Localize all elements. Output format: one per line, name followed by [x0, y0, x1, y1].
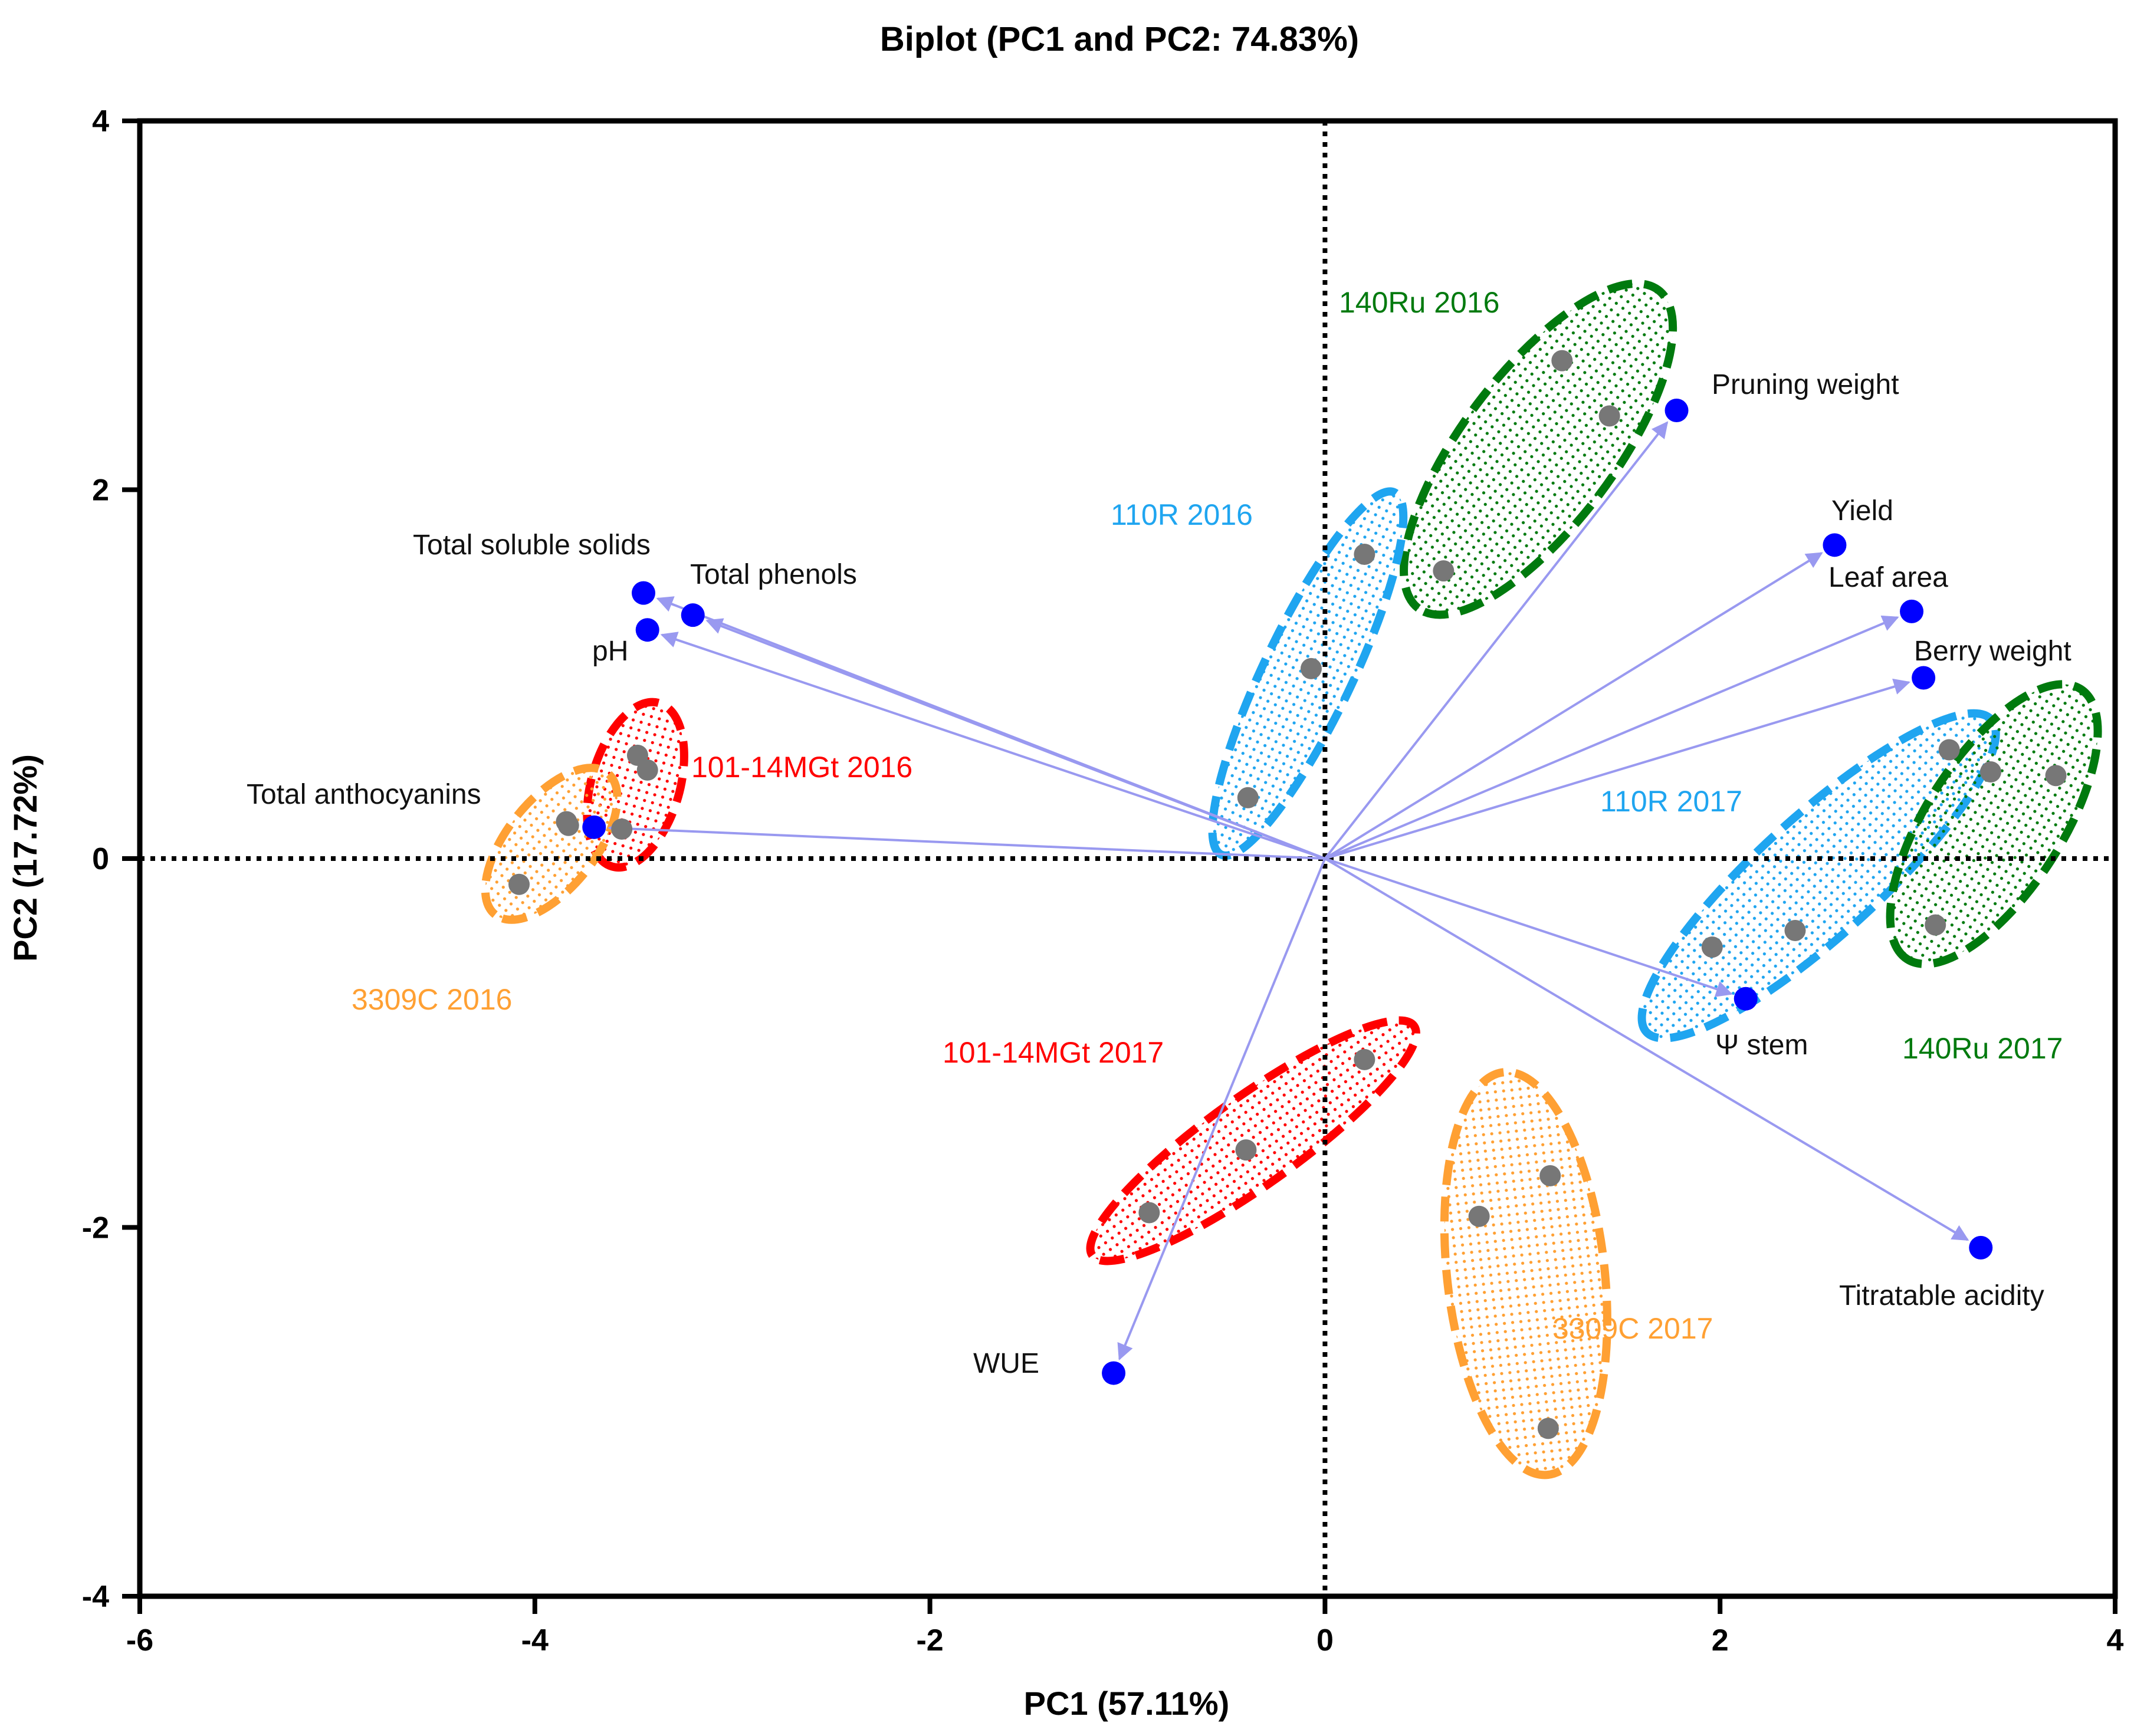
y-axis-title: PC2 (17.72%): [6, 754, 44, 962]
y-tick-label: -2: [82, 1211, 109, 1245]
loading-vectors: [608, 421, 1969, 1361]
observation-point: [611, 818, 633, 840]
observation-point: [1925, 914, 1946, 936]
y-tick-label: 0: [92, 842, 109, 876]
variable-point-titratable-acidity: [1969, 1235, 1993, 1260]
group-ellipse-110r-2017: [1637, 709, 2000, 1043]
group-label-3309c-2016: 3309C 2016: [352, 983, 512, 1016]
variable-point-stem: [1734, 987, 1758, 1011]
observation-points: [508, 350, 2067, 1439]
variable-label-total-phenols: Total phenols: [690, 559, 857, 590]
vector-pruning-weight: [1324, 421, 1669, 860]
x-tick-label: 0: [1316, 1623, 1334, 1658]
vector-titratable-acidity: [1324, 857, 1969, 1241]
observation-point: [1938, 739, 1960, 761]
observation-point: [1354, 1048, 1375, 1070]
observation-point: [1537, 1418, 1559, 1439]
observation-point: [1701, 936, 1723, 958]
variable-point-total-phenols: [681, 603, 705, 627]
reference-lines: [140, 121, 2115, 1596]
x-tick-label: 4: [2107, 1623, 2124, 1658]
variable-points: [582, 399, 1993, 1385]
group-ellipses: [481, 279, 2102, 1479]
observation-point: [1539, 1165, 1561, 1186]
variable-point-pruning-weight: [1664, 399, 1689, 423]
observation-point: [2045, 765, 2067, 787]
vector-ph: [660, 632, 1326, 860]
x-axis-title: PC1 (57.11%): [1024, 1685, 1230, 1722]
observation-point: [557, 814, 579, 836]
group-label-101-14mgt-2016: 101-14MGt 2016: [691, 751, 912, 784]
variable-label-yield: Yield: [1831, 495, 1893, 527]
vector-stem: [1324, 857, 1733, 997]
variable-point-ph: [635, 618, 659, 642]
axes: -6 -4 -2 0 2 4 -4 -2 0 2 4: [82, 104, 2124, 1658]
variable-label-leaf-area: Leaf area: [1828, 562, 1948, 593]
observation-point: [1598, 405, 1620, 427]
chart-title: Biplot (PC1 and PC2: 74.83%): [880, 20, 1359, 58]
observation-point: [1551, 350, 1573, 371]
observation-point: [1980, 761, 2002, 783]
x-tick-label: -6: [126, 1623, 153, 1658]
observation-point: [1300, 657, 1322, 679]
group-label-110r-2017: 110R 2017: [1600, 785, 1742, 818]
vector-total-anthocyanins: [608, 820, 1325, 860]
variable-label-pruning-weight: Pruning weight: [1712, 369, 1899, 400]
vector-wue: [1117, 858, 1327, 1361]
vector-total-phenols: [705, 618, 1326, 860]
variable-point-wue: [1102, 1361, 1126, 1385]
observation-point: [1237, 787, 1259, 808]
y-tick-label: 4: [92, 104, 109, 139]
observation-point: [1433, 560, 1455, 582]
variable-point-yield: [1823, 533, 1847, 557]
group-ellipse-3309c-2017: [1440, 1068, 1611, 1479]
observation-point: [1468, 1205, 1490, 1227]
observation-point: [508, 873, 530, 895]
variable-point-total-anthocyanins: [582, 815, 606, 839]
variable-point-berry-weight: [1912, 666, 1936, 690]
x-tick-label: -4: [521, 1623, 549, 1658]
group-ellipse-140ru-2016: [1400, 279, 1677, 619]
vector-yield: [1324, 552, 1823, 860]
variable-label-wue: WUE: [973, 1348, 1039, 1379]
vector-berry-weight: [1324, 678, 1910, 860]
group-label-3309c-2017: 3309C 2017: [1552, 1312, 1713, 1345]
x-tick-label: -2: [916, 1623, 943, 1658]
variable-label-titratable-acidity: Titratable acidity: [1839, 1280, 2044, 1311]
observation-point: [1235, 1139, 1257, 1161]
data-labels: Total soluble solids Total phenols pH Total…: [247, 286, 2071, 1379]
y-tick-label: 2: [92, 474, 109, 508]
variable-label-total-soluble-solids: Total soluble solids: [413, 530, 651, 561]
variable-label-berry-weight: Berry weight: [1914, 636, 2071, 667]
vector-leaf-area: [1324, 615, 1899, 860]
group-label-140ru-2016: 140Ru 2016: [1339, 286, 1499, 319]
observation-point: [636, 759, 658, 781]
group-label-110r-2016: 110R 2016: [1111, 498, 1253, 531]
observation-point: [1138, 1202, 1160, 1224]
group-label-101-14mgt-2017: 101-14MGt 2017: [943, 1036, 1164, 1069]
variable-label-ph: pH: [592, 636, 628, 667]
observation-point: [1784, 919, 1806, 941]
group-label-140ru-2017: 140Ru 2017: [1902, 1032, 2063, 1065]
observation-point: [1354, 543, 1375, 565]
x-tick-label: 2: [1712, 1623, 1729, 1658]
variable-label-total-anthocyanins: Total anthocyanins: [247, 779, 481, 810]
variable-point-total-soluble-solids: [631, 581, 655, 605]
variable-label-stem: Ψ stem: [1715, 1030, 1808, 1061]
group-ellipse-101-14mgt-2017: [1086, 1016, 1420, 1265]
variable-point-leaf-area: [1900, 599, 1924, 623]
y-tick-label: -4: [82, 1580, 109, 1614]
